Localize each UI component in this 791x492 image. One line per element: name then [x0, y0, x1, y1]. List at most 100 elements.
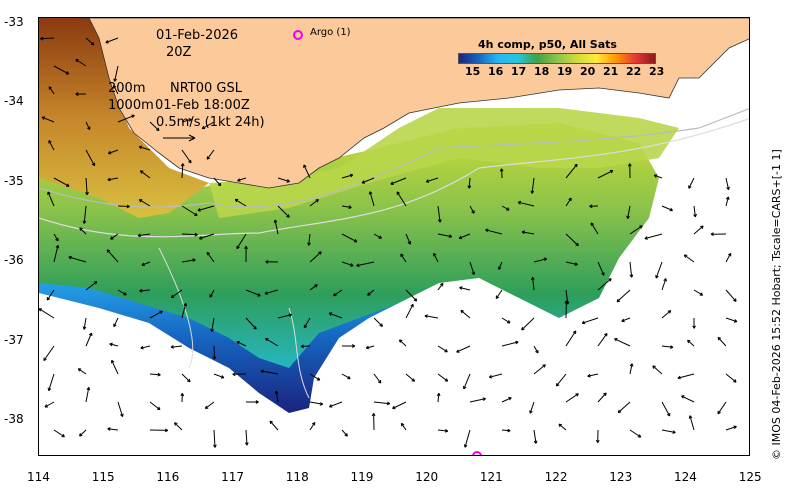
current-vector-head: [213, 444, 217, 448]
current-vector-head: [356, 263, 360, 268]
bathy-contour-a: [158, 247, 194, 369]
current-vector: [405, 304, 414, 319]
current-vector-head: [688, 415, 693, 419]
current-vector: [661, 429, 676, 433]
current-vector: [275, 390, 279, 403]
current-vector-head: [236, 341, 240, 345]
current-vector: [693, 289, 703, 296]
current-vector-head: [328, 312, 333, 316]
x-tick-label: 115: [91, 470, 115, 484]
current-vector: [213, 345, 216, 360]
current-vector-head: [683, 254, 688, 258]
current-vector: [309, 422, 316, 431]
current-vector-head: [105, 39, 109, 44]
current-vector-head: [264, 291, 269, 295]
current-vector-head: [733, 319, 738, 323]
current-vector-head: [655, 275, 659, 279]
current-vector-head: [365, 345, 370, 350]
current-vector-head: [688, 185, 692, 189]
sst-warm-region: [39, 18, 209, 218]
current-vector: [107, 177, 119, 181]
current-vector: [181, 233, 198, 236]
current-vector-head: [726, 186, 730, 191]
current-vector: [140, 170, 151, 179]
current-vector-head: [318, 251, 322, 255]
current-vector-head: [188, 118, 192, 122]
current-vector: [565, 233, 579, 247]
current-vector: [501, 341, 519, 347]
current-vector: [197, 205, 215, 211]
current-vector-head: [530, 190, 535, 194]
current-vector-head: [437, 219, 442, 223]
current-vector: [309, 401, 323, 405]
current-vector-head: [269, 420, 273, 425]
current-vector-head: [93, 281, 98, 285]
current-vector: [456, 345, 471, 353]
current-vector-head: [206, 251, 211, 256]
current-vector-head: [41, 116, 46, 120]
current-vector-head: [733, 379, 737, 383]
current-vector: [725, 317, 738, 323]
current-vector: [39, 308, 55, 319]
current-vector-head: [575, 393, 579, 397]
current-vector-head: [614, 338, 618, 342]
current-vector: [655, 261, 663, 279]
current-vector-head: [574, 163, 578, 168]
current-vector-head: [413, 297, 418, 302]
current-vector-head: [111, 359, 115, 364]
current-vector-head: [506, 320, 511, 324]
current-vector-head: [725, 196, 730, 200]
current-vector: [85, 281, 98, 291]
map-canvas: [39, 18, 749, 455]
current-vector: [303, 317, 311, 329]
current-vector: [44, 401, 55, 408]
current-vector: [644, 233, 663, 240]
current-vector-head: [180, 163, 185, 167]
current-vector: [533, 258, 547, 263]
current-vector-head: [667, 310, 672, 314]
current-vector: [469, 261, 475, 275]
current-vector-head: [314, 284, 318, 288]
current-vector: [565, 163, 578, 179]
current-vector: [687, 339, 695, 347]
current-vector: [531, 177, 535, 194]
current-vector-head: [609, 170, 614, 174]
current-vector-head: [517, 200, 522, 205]
current-vector: [110, 233, 119, 240]
current-vector-head: [44, 404, 48, 408]
depth-1000-label: 1000m: [108, 98, 154, 113]
current-vector: [468, 177, 471, 189]
current-vector-head: [61, 433, 65, 438]
current-vector: [341, 174, 353, 179]
current-vector-head: [138, 145, 143, 150]
current-vector: [106, 249, 119, 263]
current-vector: [205, 401, 215, 409]
current-vector-head: [265, 338, 269, 342]
current-vector: [460, 310, 471, 319]
current-vector-head: [425, 179, 430, 183]
current-vector-head: [392, 405, 396, 410]
current-vector: [139, 146, 151, 151]
current-vector: [85, 177, 88, 195]
current-vector: [587, 373, 599, 377]
x-tick-label: 124: [674, 470, 697, 484]
current-vector-head: [40, 36, 44, 41]
current-vector: [629, 225, 643, 235]
y-tick-label: -37: [4, 332, 24, 347]
current-vector-head: [255, 400, 259, 404]
argo-legend-label: Argo (1): [310, 27, 351, 38]
current-vector-head: [82, 326, 87, 330]
current-vector-head: [621, 318, 625, 323]
current-vector: [501, 397, 512, 403]
current-vector-head: [180, 393, 185, 397]
current-vector: [341, 233, 358, 243]
current-vector-head: [157, 372, 161, 377]
sst-map[interactable]: [38, 17, 750, 456]
current-vector: [85, 149, 96, 166]
current-vector-head: [197, 208, 201, 212]
current-vector: [433, 253, 439, 263]
current-vector: [597, 278, 612, 291]
current-vector: [725, 289, 737, 302]
current-vector: [390, 177, 407, 185]
current-vector: [140, 345, 151, 349]
